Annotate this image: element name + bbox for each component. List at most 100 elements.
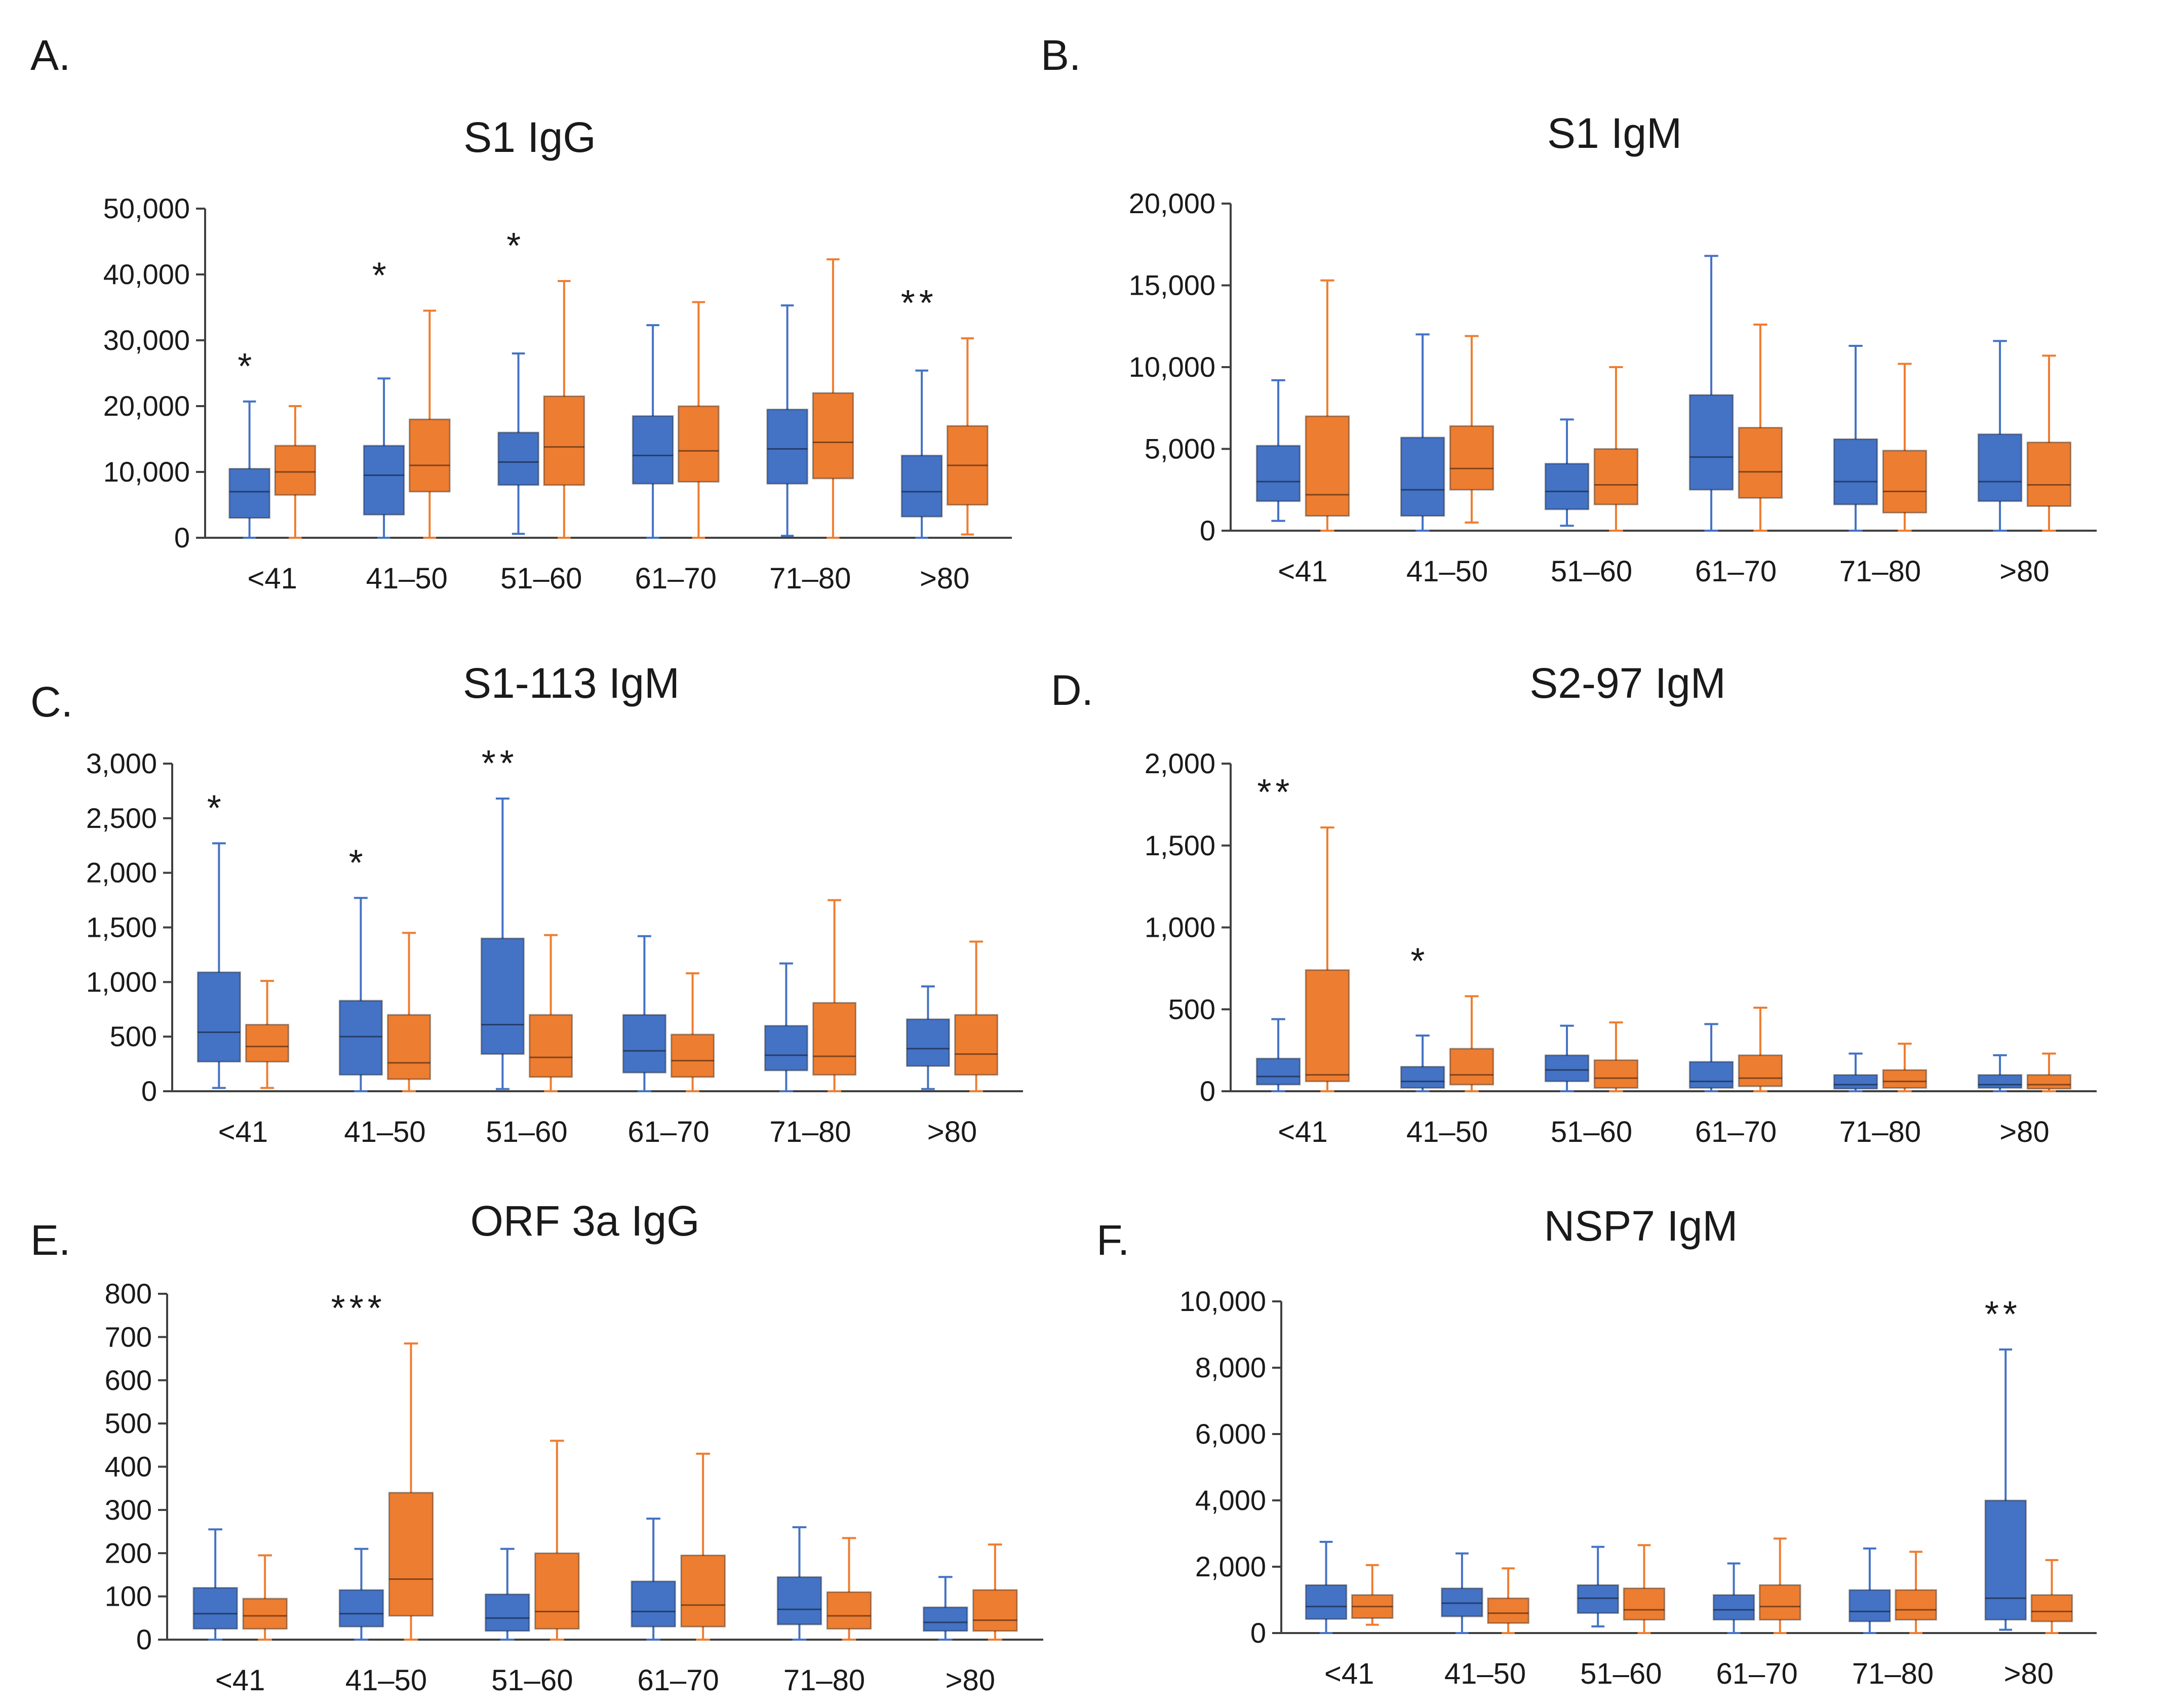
- box-series_1: [1400, 333, 1445, 532]
- box-iqr: [529, 1014, 573, 1078]
- x-tick-label: >80: [927, 1116, 977, 1148]
- significance-marker: *: [349, 843, 367, 883]
- box-iqr: [2026, 1074, 2072, 1090]
- box-iqr: [622, 1014, 666, 1074]
- box-iqr: [1977, 1074, 2023, 1089]
- significance-marker: **: [1985, 1294, 2021, 1335]
- x-tick-label: 71–80: [1852, 1657, 1934, 1690]
- y-tick-label: 1,000: [86, 966, 157, 998]
- box-iqr: [812, 1002, 857, 1076]
- y-tick-label: 2,000: [1195, 1551, 1266, 1582]
- box-series_1: [1400, 1035, 1445, 1092]
- box-series_2: [543, 280, 585, 539]
- box-iqr: [1984, 1499, 2027, 1621]
- box-series_1: [622, 935, 666, 1092]
- chart-title: S2-97 IgM: [1529, 659, 1726, 707]
- box-iqr: [1305, 415, 1350, 517]
- box-iqr: [274, 445, 317, 496]
- y-tick-label: 10,000: [1129, 351, 1215, 383]
- box-series_1: [338, 1547, 384, 1641]
- y-tick-label: 500: [105, 1407, 152, 1439]
- y-tick-label: 800: [105, 1278, 152, 1309]
- box-series_2: [1593, 1021, 1639, 1092]
- box-series_1: [1577, 1545, 1619, 1627]
- box-iqr: [1449, 425, 1495, 491]
- box-iqr: [1351, 1594, 1394, 1619]
- significance-marker: **: [901, 283, 937, 324]
- box-series_2: [1449, 335, 1495, 524]
- y-tick-label: 10,000: [1179, 1285, 1266, 1317]
- box-series_1: [1255, 379, 1301, 522]
- box-iqr: [409, 418, 451, 493]
- box-iqr: [900, 455, 943, 518]
- x-tick-label: <41: [218, 1116, 268, 1148]
- y-tick-label: 20,000: [1129, 187, 1215, 219]
- box-series_2: [812, 258, 854, 539]
- box-series_2: [1487, 1567, 1529, 1634]
- x-tick-label: 61–70: [635, 562, 717, 595]
- x-tick-label: 51–60: [1551, 555, 1632, 588]
- x-tick-label: 51–60: [500, 562, 582, 595]
- x-tick-label: 71–80: [783, 1664, 865, 1697]
- x-tick-label: >80: [946, 1664, 995, 1697]
- y-tick-label: 2,000: [86, 857, 157, 889]
- panel-letter: E.: [30, 1216, 70, 1264]
- y-tick-label: 20,000: [103, 390, 190, 422]
- chart-panel: C. S1-113 IgM 0 500 1,000 1,500 2,000 2,500 3,00…: [30, 659, 1023, 1148]
- box-series_1: [1688, 1023, 1734, 1092]
- x-tick-label: <41: [248, 562, 297, 595]
- box-iqr: [1895, 1589, 1937, 1621]
- box-iqr: [1441, 1587, 1483, 1617]
- box-series_2: [529, 934, 573, 1092]
- y-tick-label: 700: [105, 1321, 152, 1353]
- box-iqr: [1544, 463, 1590, 510]
- y-tick-label: 0: [1250, 1617, 1266, 1649]
- y-tick-label: 40,000: [103, 258, 190, 290]
- y-tick-label: 3,000: [86, 747, 157, 779]
- y-tick-label: 4,000: [1195, 1484, 1266, 1516]
- y-tick-label: 600: [105, 1364, 152, 1396]
- x-tick-label: 41–50: [1406, 1116, 1488, 1148]
- box-series_2: [2030, 1559, 2073, 1634]
- y-tick-label: 8,000: [1195, 1352, 1266, 1383]
- box-iqr: [1305, 969, 1350, 1083]
- chart-panel: E. ORF 3a IgG 0 100 200 300 400 500 600 700 800 <41…: [30, 1197, 1043, 1697]
- box-iqr: [192, 1587, 238, 1630]
- box-iqr: [1255, 445, 1301, 502]
- box-series_1: [1544, 418, 1590, 527]
- box-iqr: [497, 431, 539, 486]
- x-tick-label: 51–60: [486, 1116, 567, 1148]
- x-tick-label: 41–50: [366, 562, 448, 595]
- box-series_2: [387, 932, 431, 1092]
- box-series_2: [972, 1543, 1018, 1641]
- box-series_1: [1712, 1562, 1755, 1634]
- significance-marker: *: [372, 256, 390, 296]
- box-series_2: [1593, 366, 1639, 532]
- x-tick-label: 61–70: [1695, 555, 1777, 588]
- box-iqr: [387, 1014, 431, 1080]
- x-tick-label: 51–60: [1580, 1657, 1662, 1690]
- box-iqr: [1849, 1589, 1891, 1622]
- box-series_2: [245, 980, 290, 1089]
- box-iqr: [1833, 438, 1878, 505]
- y-tick-label: 100: [105, 1580, 152, 1612]
- box-series_2: [1882, 1043, 1928, 1092]
- box-series_2: [409, 309, 451, 539]
- box-iqr: [480, 937, 525, 1055]
- x-tick-label: 41–50: [344, 1116, 425, 1148]
- box-series_1: [1833, 1052, 1878, 1092]
- box-iqr: [1577, 1584, 1619, 1614]
- box-series_2: [812, 899, 857, 1092]
- box-iqr: [1977, 433, 2023, 502]
- x-tick-label: 71–80: [1839, 555, 1921, 588]
- box-series_1: [338, 897, 383, 1092]
- box-series_2: [534, 1440, 580, 1641]
- box-iqr: [245, 1023, 290, 1063]
- y-tick-label: 5,000: [1145, 433, 1215, 465]
- significance-marker: **: [1257, 772, 1293, 813]
- y-tick-label: 1,500: [1145, 829, 1215, 861]
- chart-title: S1-113 IgM: [463, 659, 680, 707]
- box-iqr: [1688, 394, 1734, 491]
